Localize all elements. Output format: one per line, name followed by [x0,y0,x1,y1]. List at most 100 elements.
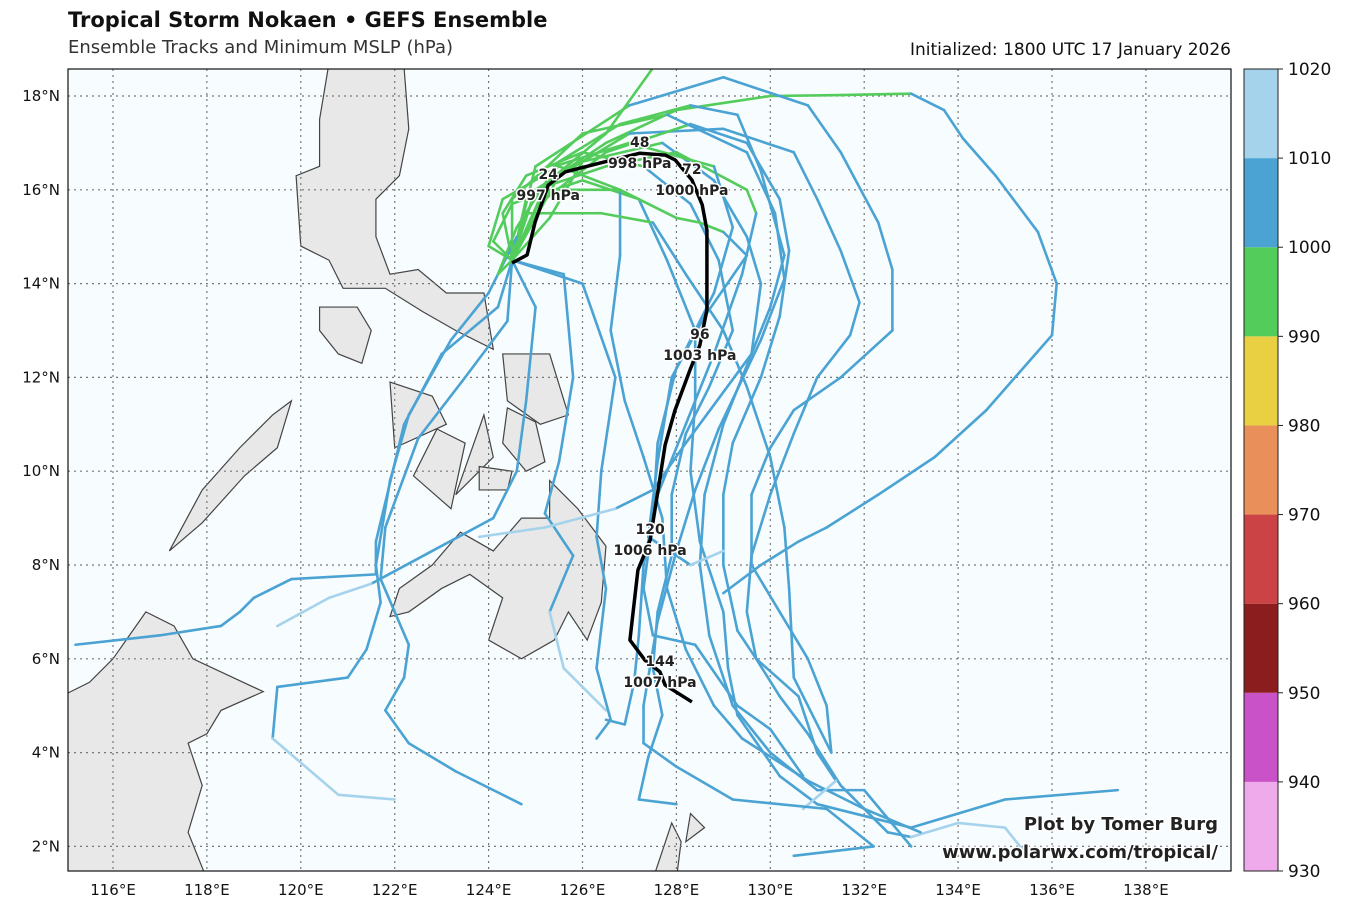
colorbar-label: 960 [1288,595,1320,615]
ensemble-track-segment [684,352,753,445]
ensemble-track-segment [726,666,739,717]
ensemble-track-segment [684,352,716,426]
ensemble-track-segment [797,695,819,754]
ensemble-track-segment [581,282,617,379]
ensemble-track-segment [722,329,749,389]
colorbar-bin [1244,781,1278,871]
ensemble-track-segment [646,713,664,759]
ensemble-track-segment [491,240,514,262]
ensemble-track-segment [661,141,716,182]
ensemble-track-segment [839,249,861,304]
lead-hour-label: 96 [690,327,709,343]
ensemble-track-segment [651,634,697,647]
ensemble-track-segment [496,258,514,276]
ensemble-track-segment [1017,333,1054,375]
ensemble-track-segment [745,385,772,459]
landmass [502,406,546,472]
ensemble-track-segment [449,291,490,342]
ensemble-track-segment [543,512,575,557]
ensemble-track-segment [684,648,716,708]
landmass [318,306,372,365]
ensemble-track-segment [374,422,406,543]
ensemble-track-segment [379,577,411,647]
ensemble-track-segment [252,577,293,600]
ensemble-track-segment [665,258,697,332]
ensemble-track-segment [839,150,880,224]
colorbar-bin [1244,603,1278,693]
ensemble-track-segment [642,455,664,520]
lead-hour-label: 144 [645,654,674,670]
lat-tick-label: 18°N [22,87,60,105]
ensemble-track-segment [684,272,725,332]
ensemble-track-segment [477,526,547,539]
ensemble-track-segment [750,305,772,356]
ensemble-track-segment [595,718,612,740]
ensemble-track-segment [327,582,373,600]
ensemble-track-segment [656,554,674,614]
ensemble-track-segment [698,221,725,234]
ensemble-track-segment [276,676,350,689]
ensemble-track-segment [768,727,805,778]
ensemble-track-segment [712,165,735,229]
ensemble-track-segment [759,540,800,567]
ensemble-track-segment [604,122,692,154]
ensemble-track-segment [379,526,387,581]
ensemble-track-segment [609,329,627,403]
ensemble-track-segment [839,329,894,379]
ensemble-track-segment [731,704,772,754]
ensemble-track-segment [797,526,828,543]
ensemble-track-segment [562,666,608,712]
ensemble-track-segment [548,554,575,614]
ensemble-track-segment [778,249,791,318]
ensemble-track-segment [778,774,819,806]
ensemble-track-segment [792,150,819,201]
ensemble-track-segment [862,807,922,834]
ensemble-track-segment [806,657,828,708]
ensemble-track-segment [909,92,946,112]
ensemble-track-segment [956,821,1007,829]
colorbar-label: 940 [1288,773,1320,793]
ensemble-track-segment [440,305,500,356]
ensemble-track-segment [689,399,697,473]
mslp-label: 997 hPa [517,188,580,204]
ensemble-track-segment [595,535,608,590]
ensemble-track-segment [815,751,838,783]
landmass [412,428,466,510]
lon-tick-label: 124°E [466,881,512,899]
axis-ticks: 116°E 118°E 120°E 122°E 124°E 126°E 128°E 130°E… [22,87,1169,899]
ensemble-track-segment [346,648,368,679]
ensemble-track-segment [876,221,894,271]
mslp-label: 1003 hPa [663,348,736,364]
ensemble-track-segment [759,277,786,342]
lead-hour-label: 48 [630,135,649,151]
ensemble-track-segment [515,399,528,473]
ensemble-track-segment [736,629,758,661]
ensemble-track-segment [722,441,735,496]
credit-url: www.polarwx.com/tropical/ [942,842,1218,863]
ensemble-track-segment [637,798,678,806]
lon-tick-label: 134°E [935,881,981,899]
ensemble-track-segment [750,446,772,496]
ensemble-track-segment [825,493,880,529]
landmass [502,353,570,425]
ensemble-track-segment [792,376,843,412]
ensemble-track-segment [698,540,725,614]
ensemble-track-segment [430,516,495,553]
ensemble-track-segment [637,755,650,801]
ensemble-track-segment [407,741,458,773]
lon-tick-label: 120°E [278,881,324,899]
ensemble-track-segment [698,563,711,637]
ensemble-track-segment [768,254,786,309]
ensemble-track-segment [543,507,617,529]
ensemble-track-segment [384,676,406,712]
ensemble-track-segment [712,704,744,740]
colorbar-label: 990 [1288,327,1320,347]
lat-tick-label: 12°N [22,368,60,386]
ensemble-track-segment [557,122,622,163]
lat-tick-label: 10°N [22,462,60,480]
ensemble-track-segment [642,741,678,768]
ensemble-track-segment [632,634,641,684]
mslp-colorbar: 930 940 950 960 970 980 990 1000 1010 1020 [1243,60,1331,882]
ensemble-track-segment [553,141,631,168]
ensemble-track-segment [510,132,584,201]
